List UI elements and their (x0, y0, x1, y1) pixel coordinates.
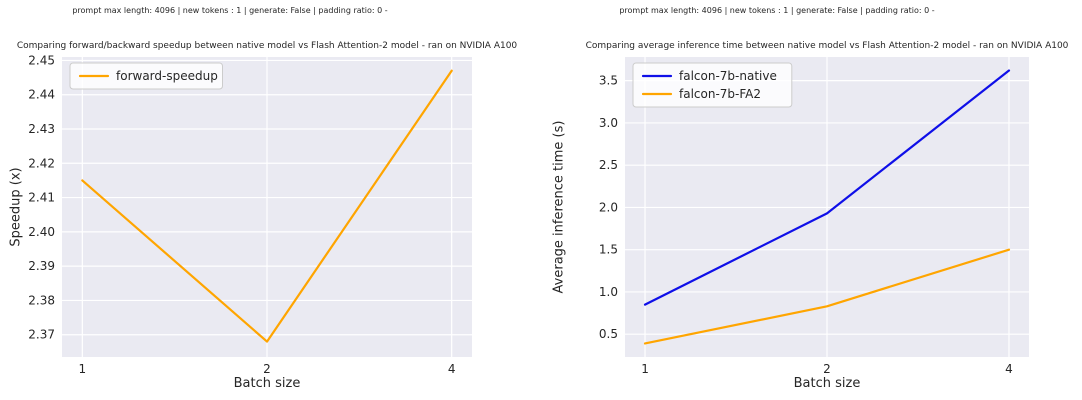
suptitle: prompt max length: 4096 | new tokens : 1… (72, 6, 388, 15)
x-axis-label: Batch size (793, 376, 861, 391)
y-tick-label: 3.5 (599, 74, 618, 88)
y-tick-label: 2.0 (599, 200, 618, 214)
y-tick-label: 2.45 (28, 53, 55, 67)
x-tick-label: 1 (641, 362, 649, 376)
x-axis-label: Batch size (233, 376, 301, 391)
y-tick-label: 2.39 (28, 259, 55, 273)
y-axis-label: Speedup (x) (8, 167, 24, 247)
suptitle: prompt max length: 4096 | new tokens : 1… (619, 6, 935, 15)
legend-box (632, 62, 793, 108)
speedup-chart-canvas: 1 2 4 2.37 2.38 2.39 2.40 2.41 2.42 2.43 2.44 2.45 f… (28, 53, 472, 376)
chart-title: Comparing average inference time between… (585, 41, 1069, 51)
series-line-forward-speedup (81, 69, 453, 343)
y-tick-label: 2.43 (28, 122, 55, 136)
legend-box (69, 62, 223, 90)
x-tick-label: 4 (1005, 362, 1013, 376)
y-tick-label: 2.41 (28, 191, 55, 205)
subplot-inference-time: 1 2 4 0.5 1.0 1.5 2.0 2.5 3.0 3.5 falcon-7b-native… (541, 0, 1082, 400)
inference-time-chart-canvas: 1 2 4 0.5 1.0 1.5 2.0 2.5 3.0 3.5 falcon-7b-native… (599, 57, 1029, 376)
x-tick-label: 1 (78, 362, 86, 376)
series-line-falcon-7b-FA2 (643, 248, 1011, 345)
y-tick-label: 1.0 (599, 285, 618, 299)
legend-label-falcon-7b-FA2: falcon-7b-FA2 (679, 87, 761, 101)
y-axis-label: Average inference time (s) (551, 120, 567, 294)
legend-label-falcon-7b-native: falcon-7b-native (679, 69, 777, 83)
y-tick-label: 1.5 (599, 243, 618, 257)
y-tick-label: 2.38 (28, 293, 55, 307)
y-tick-label: 2.5 (599, 158, 618, 172)
legend: forward-speedup (69, 62, 223, 90)
y-tick-label: 0.5 (599, 327, 618, 341)
legend-label-forward-speedup: forward-speedup (116, 69, 218, 83)
x-tick-label: 2 (823, 362, 831, 376)
x-tick-label: 2 (263, 362, 271, 376)
y-tick-label: 2.40 (28, 225, 55, 239)
chart-title: Comparing forward/backward speedup betwe… (16, 41, 518, 51)
y-tick-label: 2.37 (28, 328, 55, 342)
y-tick-label: 2.44 (28, 88, 55, 102)
x-tick-label: 4 (448, 362, 456, 376)
y-tick-label: 3.0 (599, 116, 618, 130)
legend: falcon-7b-native falcon-7b-FA2 (632, 62, 793, 108)
y-tick-label: 2.42 (28, 156, 55, 170)
subplot-forward-speedup: 1 2 4 2.37 2.38 2.39 2.40 2.41 2.42 2.43 2.44 2.45 f… (8, 6, 518, 391)
series-line-falcon-7b-native (643, 69, 1011, 306)
